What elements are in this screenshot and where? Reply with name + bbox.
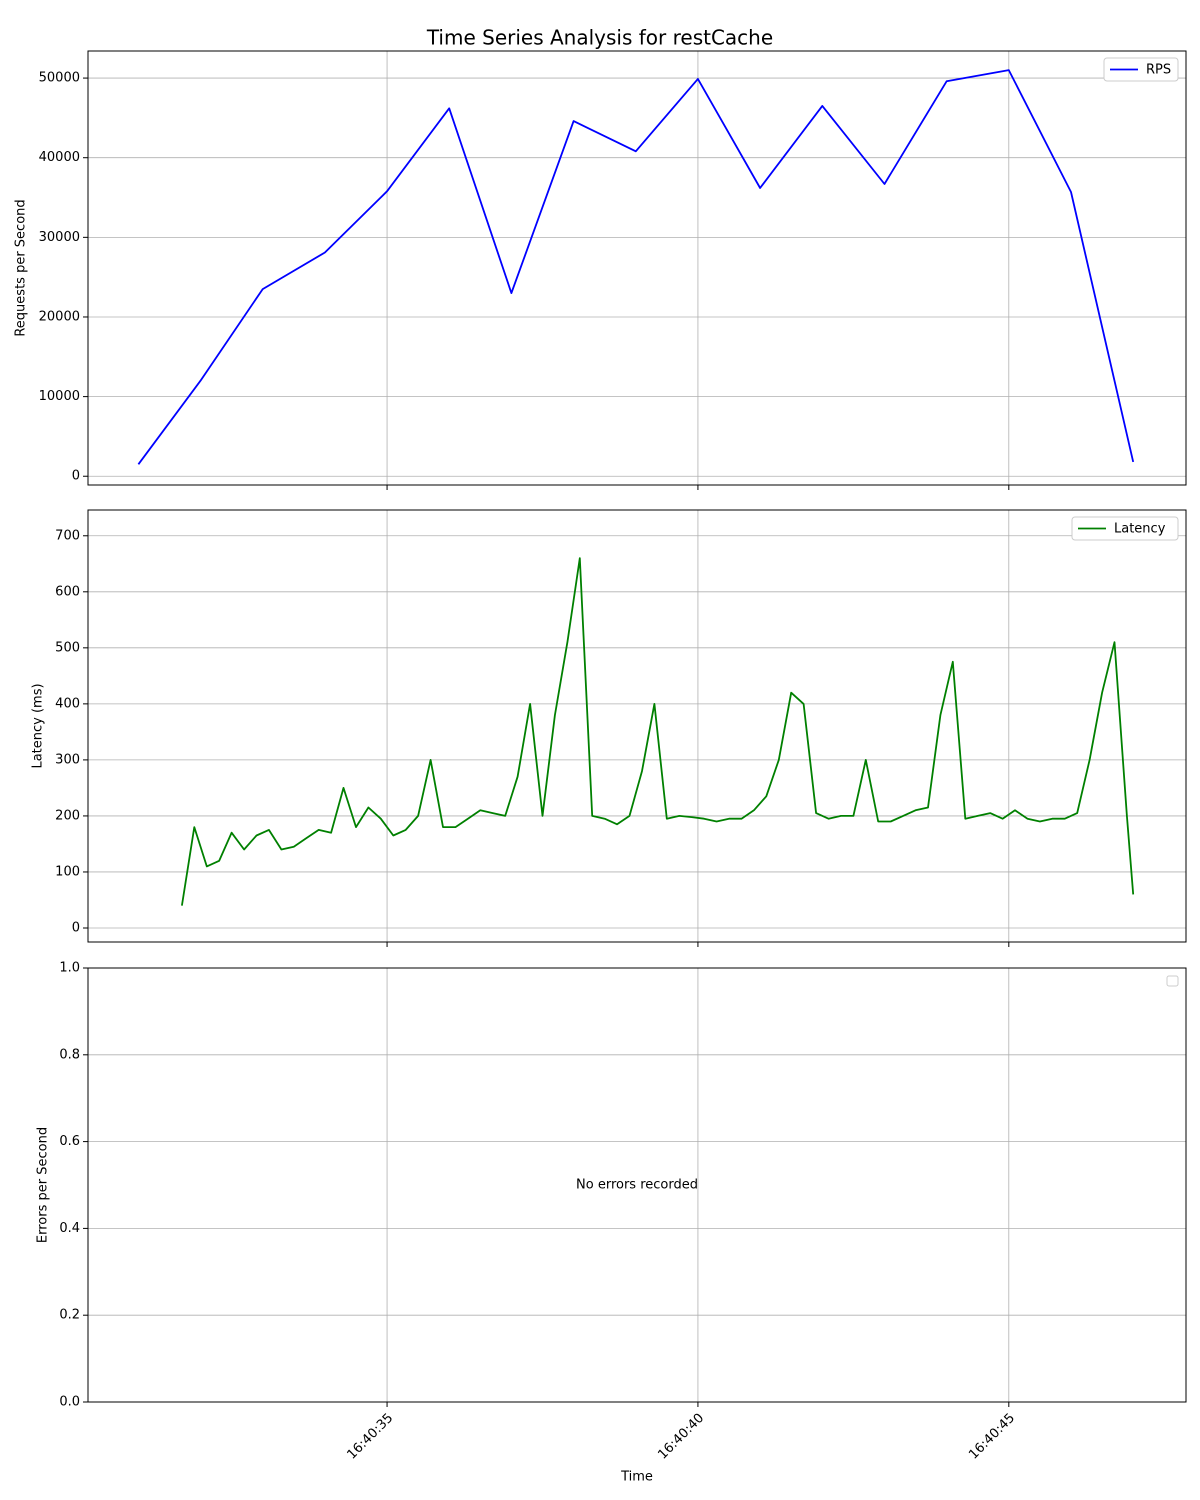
y-tick-label: 700 [55, 528, 80, 543]
y-tick-label: 0.4 [59, 1221, 80, 1236]
y-tick-label: 1.0 [59, 961, 80, 976]
legend-box [1071, 516, 1179, 541]
y-tick-label: 0.8 [59, 1047, 80, 1062]
y-tick-label: 0.0 [59, 1395, 80, 1410]
y-tick-label: 0 [72, 469, 80, 484]
y-tick-label: 40000 [39, 150, 80, 165]
y-tick-label: 0.6 [59, 1134, 80, 1149]
y-tick-label: 0.2 [59, 1308, 80, 1323]
data-line [181, 557, 1135, 906]
axes-frame [87, 967, 1187, 1403]
y-tick-label: 30000 [39, 230, 80, 245]
x-axis-label: Time [620, 1470, 653, 1485]
y-tick-label: 600 [55, 584, 80, 599]
y-tick-label: 100 [55, 864, 80, 879]
axes-frame [87, 50, 1187, 486]
y-axis-label: Latency (ms) [31, 683, 46, 768]
y-tick-label: 0 [72, 920, 80, 935]
y-axis-label: Requests per Second [14, 199, 29, 336]
y-tick-label: 200 [55, 808, 80, 823]
figure-title: Time Series Analysis for restCache [426, 26, 773, 50]
annotation: No errors recorded [576, 1178, 698, 1193]
y-tick-label: 300 [55, 752, 80, 767]
y-axis-label: Errors per Second [36, 1127, 51, 1243]
y-tick-label: 20000 [39, 309, 80, 324]
axes-frame [87, 509, 1187, 943]
y-tick-label: 50000 [39, 71, 80, 86]
legend-label: RPS [1146, 63, 1171, 78]
y-tick-label: 400 [55, 696, 80, 711]
legend-box [1103, 57, 1179, 82]
legend-box [1166, 975, 1179, 987]
y-tick-label: 500 [55, 640, 80, 655]
data-line [137, 69, 1135, 465]
legend-label: Latency [1114, 522, 1166, 537]
y-tick-label: 10000 [39, 389, 80, 404]
